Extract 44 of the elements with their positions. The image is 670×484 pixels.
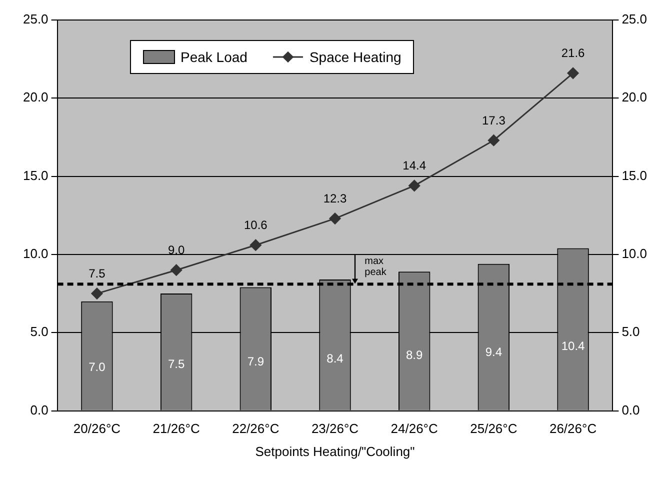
y2-tick-label: 10.0 xyxy=(622,246,648,262)
point xyxy=(488,134,500,146)
data-label: 7.0 xyxy=(88,360,106,374)
data-label: 7.5 xyxy=(88,266,106,281)
y-tick-label: 25.0 xyxy=(22,12,48,27)
data-label: 7.5 xyxy=(168,356,185,371)
point xyxy=(250,239,262,251)
y-tick-label: 10.0 xyxy=(22,246,48,262)
x-tick-label: 22/26°C xyxy=(232,421,280,436)
data-label: 7.9 xyxy=(247,354,264,368)
data-label: 8.9 xyxy=(406,348,424,362)
data-label: 9.4 xyxy=(485,345,502,360)
y-tick-label: 0.0 xyxy=(30,402,48,418)
x-tick-label: 26/26°C xyxy=(549,421,597,436)
data-label: 17.3 xyxy=(482,113,506,128)
data-label: 21.6 xyxy=(561,46,586,60)
y-tick-label: 5.0 xyxy=(30,324,48,340)
y2-tick-label: 0.0 xyxy=(622,402,640,418)
annotation: max peak xyxy=(364,256,394,278)
data-label: 12.3 xyxy=(323,192,347,206)
point xyxy=(408,180,420,192)
x-axis-title: Setpoints Heating/"Cooling" xyxy=(255,444,416,459)
point xyxy=(567,67,579,79)
y2-tick-label: 15.0 xyxy=(622,168,648,183)
y-tick-label: 20.0 xyxy=(22,90,48,105)
x-tick-label: 20/26°C xyxy=(73,421,121,436)
data-label: 9.0 xyxy=(168,243,185,258)
x-tick-label: 24/26°C xyxy=(390,421,438,436)
y2-tick-label: 5.0 xyxy=(622,324,640,340)
y2-tick-label: 20.0 xyxy=(622,90,648,105)
legend-label: Peak Load xyxy=(180,49,248,65)
point xyxy=(170,264,182,276)
point xyxy=(329,212,341,224)
legend-label: Space Heating xyxy=(309,49,402,65)
x-tick-label: 23/26°C xyxy=(311,421,359,436)
y2-tick-label: 25.0 xyxy=(622,12,648,27)
data-label: 10.6 xyxy=(244,218,268,232)
data-label: 8.4 xyxy=(326,351,344,366)
point xyxy=(91,288,103,300)
y-tick-label: 15.0 xyxy=(22,168,48,183)
x-tick-label: 21/26°C xyxy=(152,421,200,436)
x-tick-label: 25/26°C xyxy=(470,421,518,436)
data-label: 10.4 xyxy=(561,338,586,353)
data-label: 14.4 xyxy=(402,158,426,173)
